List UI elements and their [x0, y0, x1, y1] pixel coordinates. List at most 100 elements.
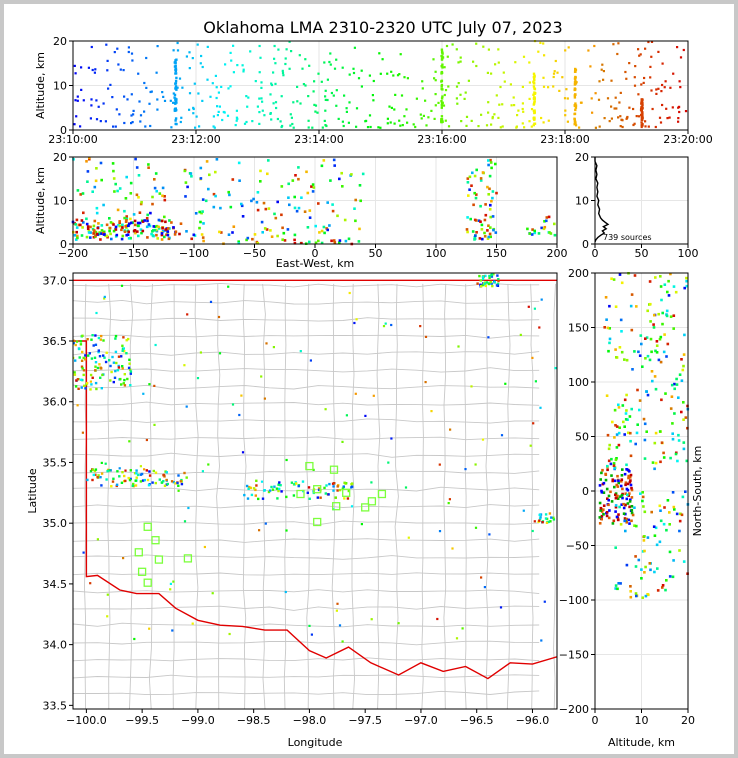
ew-source: [332, 158, 336, 162]
ew-low-source: [160, 232, 164, 235]
plan-scatter-source: [186, 313, 189, 316]
th-source: [214, 74, 217, 77]
plan-scatter-source: [370, 618, 373, 621]
plan-ytick-label: 33.5: [43, 699, 68, 712]
th-cluster-source: [174, 85, 178, 89]
ns-source: [653, 467, 656, 471]
th-source: [156, 98, 159, 101]
county-line: [73, 452, 540, 458]
plan-source: [481, 277, 485, 281]
plan-source: [151, 481, 154, 484]
plan-source: [325, 484, 328, 487]
ew-source: [300, 196, 303, 199]
th-source: [637, 115, 640, 118]
th-source: [552, 72, 556, 75]
ew-source: [472, 203, 475, 207]
plan-ytick-label: 34.5: [43, 578, 68, 591]
plan-xtick-label: −96.5: [460, 714, 494, 727]
th-source: [396, 74, 400, 77]
plan-source: [491, 284, 494, 288]
th-cluster-source: [174, 98, 177, 102]
th-source: [390, 106, 393, 109]
ns-source: [653, 534, 657, 537]
ns-source: [637, 350, 640, 354]
ns-source: [672, 327, 675, 330]
ns-source: [598, 522, 602, 525]
plan-scatter-source: [355, 318, 358, 321]
ns-source: [628, 476, 632, 479]
lma-figure: Oklahoma LMA 2310-2320 UTC July 07, 2023…: [26, 18, 713, 749]
ns-source: [610, 474, 613, 477]
ns-source: [654, 276, 657, 279]
plan-scatter-source: [177, 489, 180, 492]
plan-scatter-source: [145, 438, 148, 442]
th-source: [678, 80, 681, 83]
plan-source: [476, 282, 479, 285]
plan-source: [86, 381, 89, 385]
ew-source: [341, 185, 344, 188]
th-cluster-source: [573, 112, 577, 115]
ns-source: [682, 418, 685, 421]
plan-source: [121, 344, 124, 347]
ew-source: [87, 229, 91, 233]
ew-source: [293, 238, 296, 242]
ew-low-source: [80, 219, 84, 222]
ew-xtick-label: 150: [486, 247, 507, 260]
plan-source: [112, 477, 115, 480]
plan-source: [177, 484, 180, 487]
ns-source: [646, 593, 649, 596]
plan-scatter-source: [538, 326, 541, 329]
th-source: [260, 97, 263, 100]
plan-source: [479, 279, 482, 282]
ew-source: [336, 214, 339, 218]
th-source: [76, 99, 79, 102]
th-source: [335, 104, 338, 107]
th-source: [352, 67, 355, 70]
plan-source: [152, 469, 155, 473]
ns-source: [614, 584, 618, 587]
plan-scatter-source: [231, 403, 235, 406]
plan-source: [80, 365, 84, 368]
plan-source: [538, 517, 542, 520]
ew-low-source: [132, 229, 136, 233]
ew-source: [487, 235, 491, 239]
county-line: [73, 622, 540, 628]
ns-ytick-label: −50: [566, 540, 589, 553]
ns-source: [660, 398, 663, 402]
ew-source: [240, 204, 244, 208]
th-source: [420, 117, 423, 120]
plan-scatter-source: [470, 385, 473, 388]
ns-source: [665, 309, 669, 313]
plan-source: [255, 484, 258, 487]
ew-source: [479, 179, 483, 182]
plan-ytick-label: 35.5: [43, 456, 68, 469]
ns-source: [623, 519, 626, 523]
ns-ytick-label: −150: [559, 649, 589, 662]
plan-source: [488, 276, 491, 279]
ew-source: [310, 185, 313, 188]
th-source: [421, 87, 424, 90]
th-source: [304, 84, 307, 87]
ns-source: [682, 560, 686, 563]
ew-source: [80, 234, 84, 237]
ns-source: [652, 525, 656, 528]
th-source: [614, 96, 617, 99]
th-cluster-source: [440, 83, 444, 87]
ns-source: [659, 519, 663, 523]
th-source: [587, 49, 590, 52]
th-source: [398, 73, 401, 76]
th-source: [521, 107, 524, 111]
lma-station-marker: [183, 554, 193, 563]
county-line: [129, 283, 134, 709]
ew-source: [120, 237, 124, 241]
plan-source: [295, 482, 298, 485]
plan-source: [132, 482, 135, 486]
th-source: [542, 42, 545, 45]
ns-source: [620, 330, 623, 333]
th-source: [73, 123, 76, 126]
plan-source: [128, 358, 131, 361]
plan-source: [73, 356, 75, 360]
ns-source: [654, 387, 658, 391]
plan-source: [332, 485, 335, 488]
plan-source: [122, 347, 125, 350]
